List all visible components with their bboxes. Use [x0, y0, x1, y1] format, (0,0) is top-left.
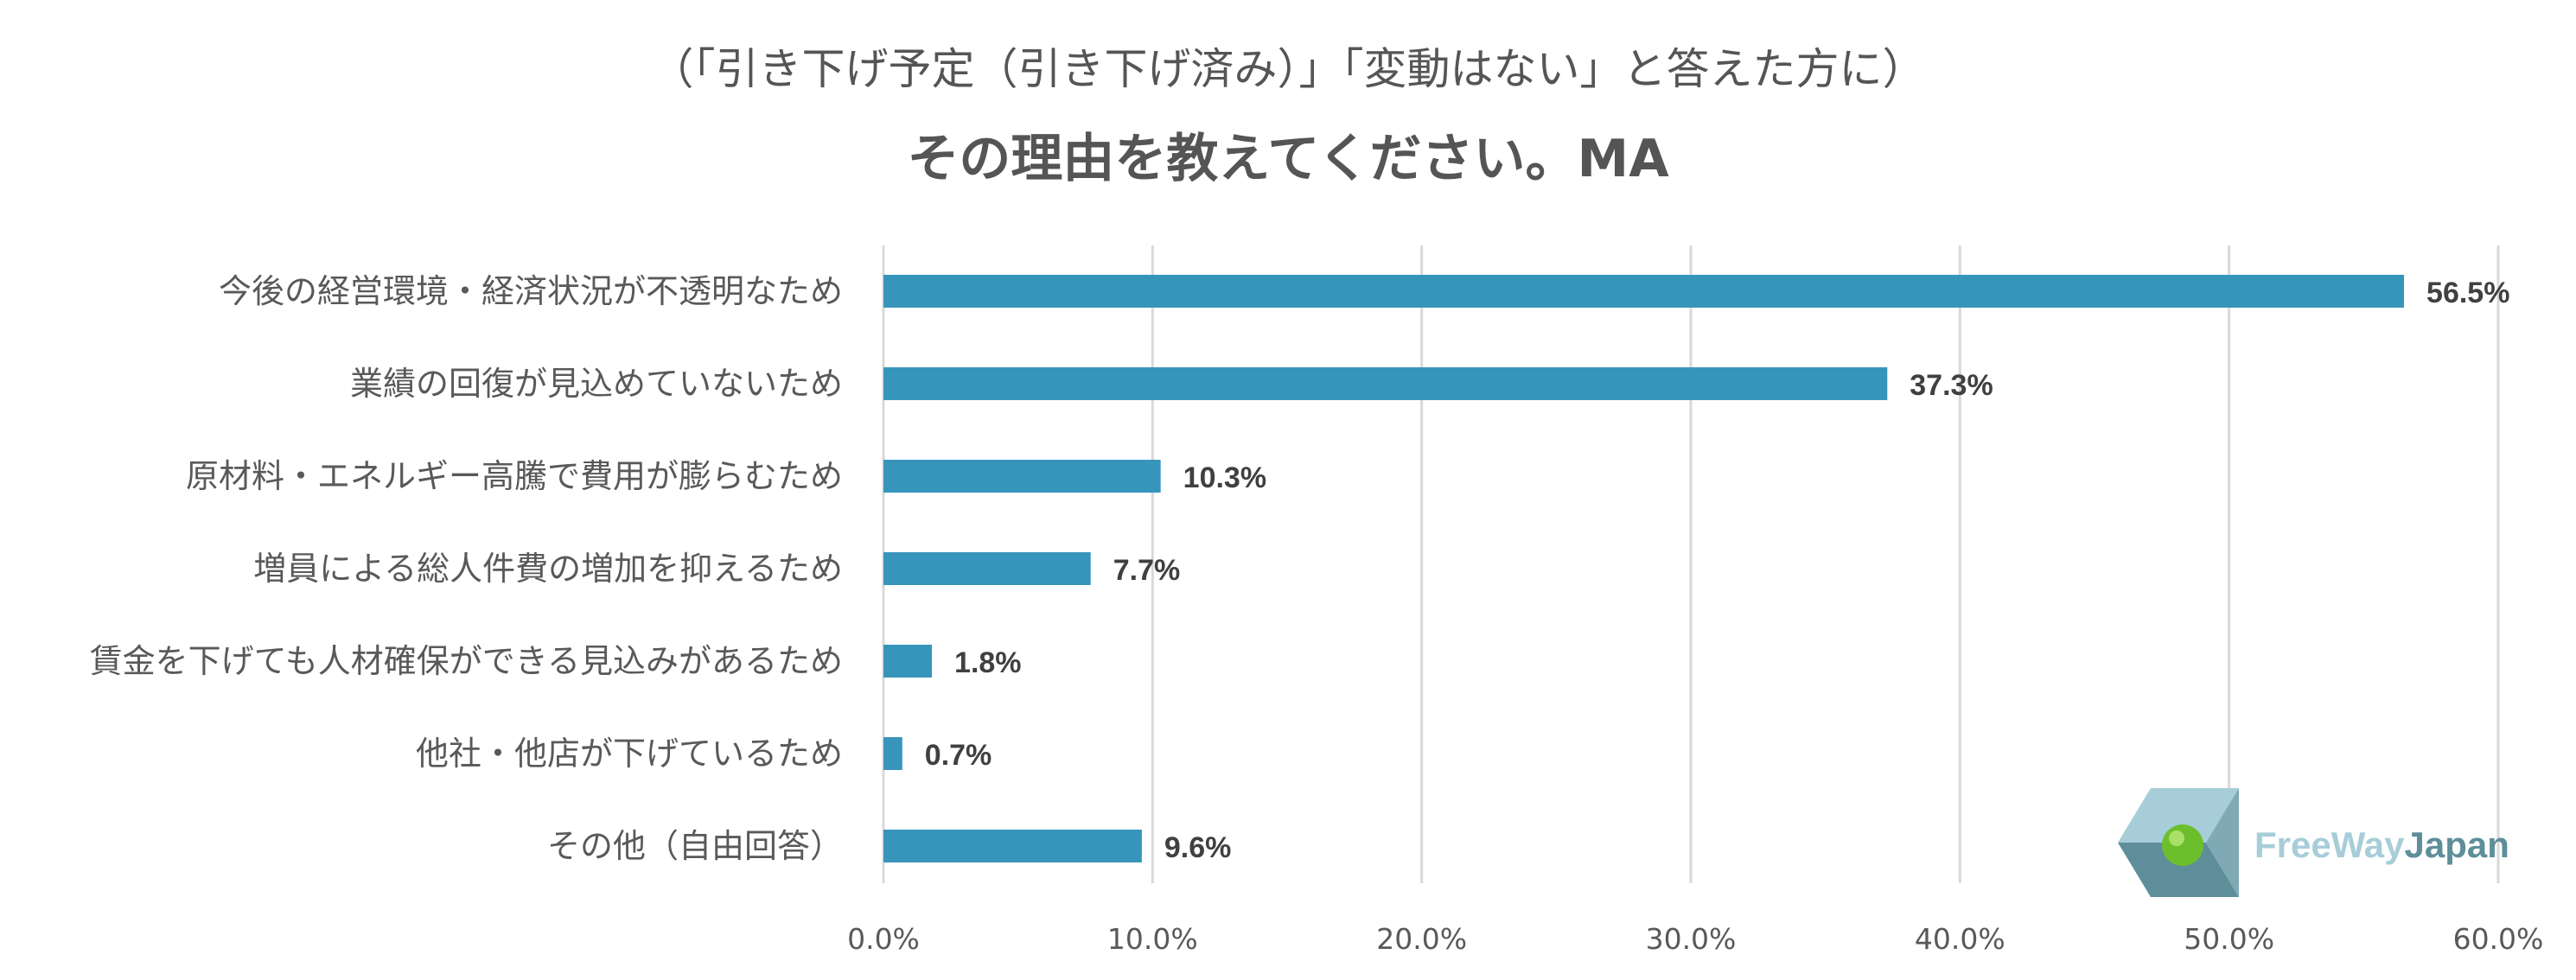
- logo-text-freeway: FreeWay: [2254, 824, 2405, 865]
- x-tick-label: 50.0%: [2184, 922, 2274, 956]
- category-label: 賃金を下げても人材確保ができる見込みがあるため: [90, 642, 843, 680]
- logo-text-japan: Japan: [2405, 824, 2509, 865]
- logo-shape-right: [2206, 788, 2239, 897]
- value-labels: 56.5% 37.3% 10.3% 7.7% 1.8% 0.7% 9.6%: [925, 277, 2510, 864]
- x-tick-label: 0.0%: [847, 922, 920, 956]
- category-label: その他（自由回答）: [547, 827, 843, 865]
- logo-sphere-highlight: [2169, 830, 2184, 846]
- value-label: 10.3%: [1183, 461, 1266, 494]
- bar: [883, 460, 1161, 493]
- bars: [883, 275, 2405, 862]
- category-labels: 今後の経営環境・経済状況が不透明なため業績の回復が見込めていないため原材料・エネ…: [90, 272, 843, 865]
- bar: [883, 645, 933, 678]
- value-label: 56.5%: [2426, 277, 2509, 309]
- chart-title: その理由を教えてください。MA: [907, 129, 1669, 189]
- logo-sphere-icon: [2162, 824, 2203, 866]
- category-label: 原材料・エネルギー高騰で費用が膨らむため: [186, 457, 843, 495]
- value-label: 1.8%: [954, 646, 1022, 679]
- svg-text:FreeWayJapan: FreeWayJapan: [2254, 824, 2509, 865]
- x-tick-label: 40.0%: [1915, 922, 2005, 956]
- bar: [883, 737, 902, 770]
- value-label: 9.6%: [1164, 831, 1232, 864]
- x-tick-labels: 0.0% 10.0% 20.0% 30.0% 40.0% 50.0% 60.0%: [847, 922, 2543, 956]
- value-label: 37.3%: [1910, 369, 1993, 402]
- grid-lines: [882, 245, 2500, 883]
- bar: [883, 552, 1091, 585]
- x-tick-label: 10.0%: [1107, 922, 1198, 956]
- value-label: 7.7%: [1113, 554, 1181, 587]
- category-label: 増員による総人件費の増加を抑えるため: [253, 550, 843, 588]
- bar: [883, 830, 1142, 862]
- category-label: 今後の経営環境・経済状況が不透明なため: [219, 272, 843, 310]
- logo-shape-light: [2118, 788, 2239, 843]
- value-label: 0.7%: [925, 739, 992, 772]
- chart-subtitle: （「引き下げ予定（引き下げ済み）」「変動はない」と答えた方に）: [650, 44, 1926, 94]
- x-tick-label: 60.0%: [2453, 922, 2544, 956]
- bar: [883, 367, 1888, 400]
- category-label: 業績の回復が見込めていないため: [350, 365, 843, 403]
- x-tick-label: 20.0%: [1376, 922, 1467, 956]
- category-label: 他社・他店が下げているため: [416, 735, 843, 773]
- bar: [883, 275, 2405, 308]
- logo-shape-dark: [2118, 843, 2239, 897]
- freewayjapan-logo: FreeWayJapan: [2118, 788, 2509, 897]
- x-tick-label: 30.0%: [1646, 922, 1737, 956]
